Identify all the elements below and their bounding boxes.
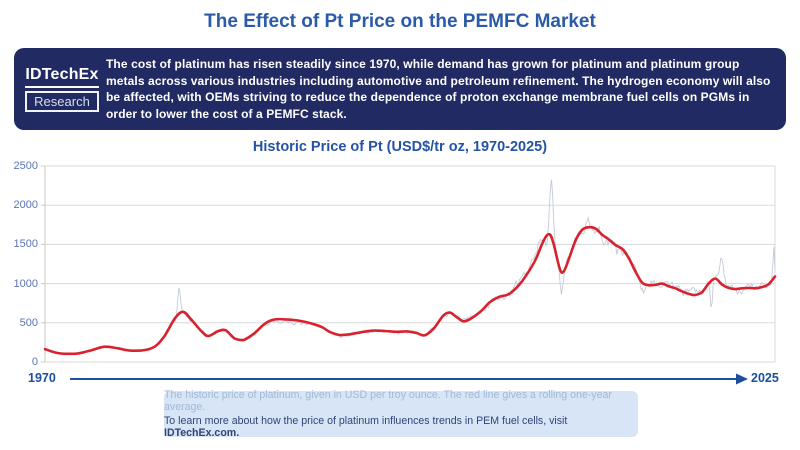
idtechex-logo-research: Research bbox=[25, 91, 99, 112]
caption-line2-text: To learn more about how the price of pla… bbox=[164, 415, 568, 427]
page-title: The Effect of Pt Price on the PEMFC Mark… bbox=[204, 11, 596, 32]
caption-box: The historic price of platinum, given in… bbox=[164, 389, 638, 439]
intro-banner: IDTechEx Research The cost of platinum h… bbox=[14, 48, 786, 130]
y-tick-label: 2000 bbox=[13, 199, 38, 212]
x-axis-start-label: 1970 bbox=[28, 371, 56, 385]
y-tick-label: 2500 bbox=[13, 160, 38, 172]
rolling-average-line bbox=[43, 225, 777, 356]
y-tick-label: 0 bbox=[31, 356, 38, 368]
x-axis-arrow-head bbox=[736, 373, 748, 385]
idtechex-link[interactable]: IDTechEx.com. bbox=[164, 427, 240, 439]
y-tick-label: 1000 bbox=[13, 277, 38, 290]
idtechex-logo: IDTechEx Research bbox=[25, 66, 99, 112]
x-axis-end-label: 2025 bbox=[751, 371, 779, 385]
caption-line1: The historic price of platinum, given in… bbox=[164, 389, 612, 413]
caption-line2: To learn more about how the price of pla… bbox=[164, 415, 638, 439]
intro-paragraph: The cost of platinum has risen steadily … bbox=[106, 57, 771, 121]
raw-price-line bbox=[44, 179, 776, 355]
idtechex-logo-brand: IDTechEx bbox=[25, 66, 99, 88]
y-tick-label: 500 bbox=[19, 316, 38, 329]
chart-title: Historic Price of Pt (USD$/tr oz, 1970-2… bbox=[252, 139, 548, 155]
y-tick-label: 1500 bbox=[13, 238, 38, 251]
